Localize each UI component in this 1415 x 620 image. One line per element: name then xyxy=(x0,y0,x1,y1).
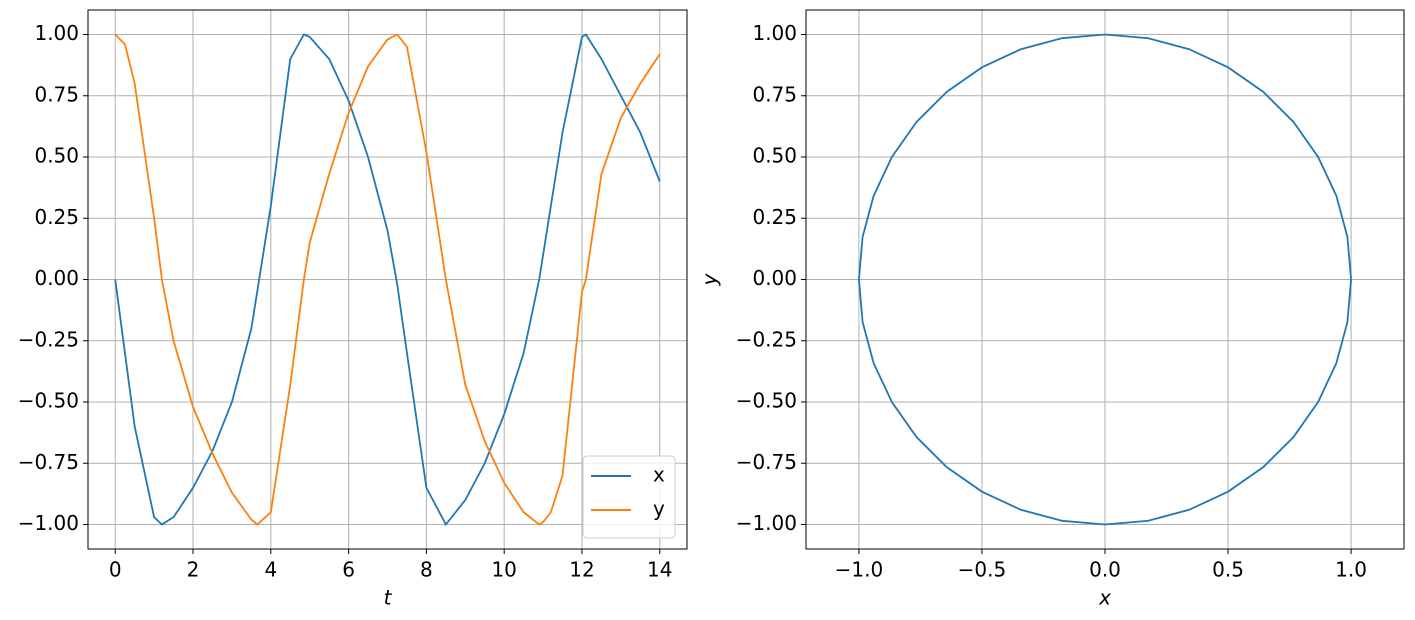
y-tick-label: 0.25 xyxy=(34,205,79,229)
x-tick-label: 0 xyxy=(109,558,122,582)
x-tick-label: 0.5 xyxy=(1212,558,1244,582)
x-tick-label: −1.0 xyxy=(835,558,884,582)
y-tick-label: 1.00 xyxy=(34,21,79,45)
x-tick-label: 4 xyxy=(264,558,277,582)
legend-label: y xyxy=(653,497,665,521)
y-tick-label: −1.00 xyxy=(736,511,797,535)
x-tick-label: 0.0 xyxy=(1089,558,1121,582)
x-tick-label: 2 xyxy=(187,558,200,582)
y-tick-label: 1.00 xyxy=(752,21,797,45)
axes-frame xyxy=(87,9,688,550)
x-axis-label: t xyxy=(384,586,393,610)
x-tick-label: 1.0 xyxy=(1335,558,1367,582)
y-tick-label: −0.25 xyxy=(736,327,797,351)
y-tick-label: −0.75 xyxy=(18,450,79,474)
y-tick-label: −0.75 xyxy=(736,450,797,474)
y-tick-label: −0.25 xyxy=(18,327,79,351)
x-axis-label: x xyxy=(1098,586,1111,610)
axes-frame xyxy=(805,9,1405,550)
x-tick-label: 6 xyxy=(342,558,355,582)
x-tick-label: 12 xyxy=(569,558,594,582)
legend-label: x xyxy=(653,463,665,487)
x-tick-label: 10 xyxy=(491,558,516,582)
x-tick-label: −0.5 xyxy=(958,558,1007,582)
series-line xyxy=(114,33,661,526)
series-line xyxy=(858,33,1352,526)
x-tick-label: 8 xyxy=(420,558,433,582)
y-tick-label: −0.50 xyxy=(18,389,79,413)
y-tick-label: −0.50 xyxy=(736,389,797,413)
y-tick-label: 0.50 xyxy=(752,144,797,168)
y-tick-label: 0.50 xyxy=(34,144,79,168)
y-tick-label: 0.00 xyxy=(752,266,797,290)
y-tick-label: 0.25 xyxy=(752,205,797,229)
y-tick-label: 0.75 xyxy=(752,82,797,106)
y-tick-label: 0.00 xyxy=(34,266,79,290)
y-axis-label: y xyxy=(698,272,722,286)
y-tick-label: −1.00 xyxy=(18,511,79,535)
x-tick-label: 14 xyxy=(647,558,672,582)
y-tick-label: 0.75 xyxy=(34,82,79,106)
series-line xyxy=(114,33,661,527)
